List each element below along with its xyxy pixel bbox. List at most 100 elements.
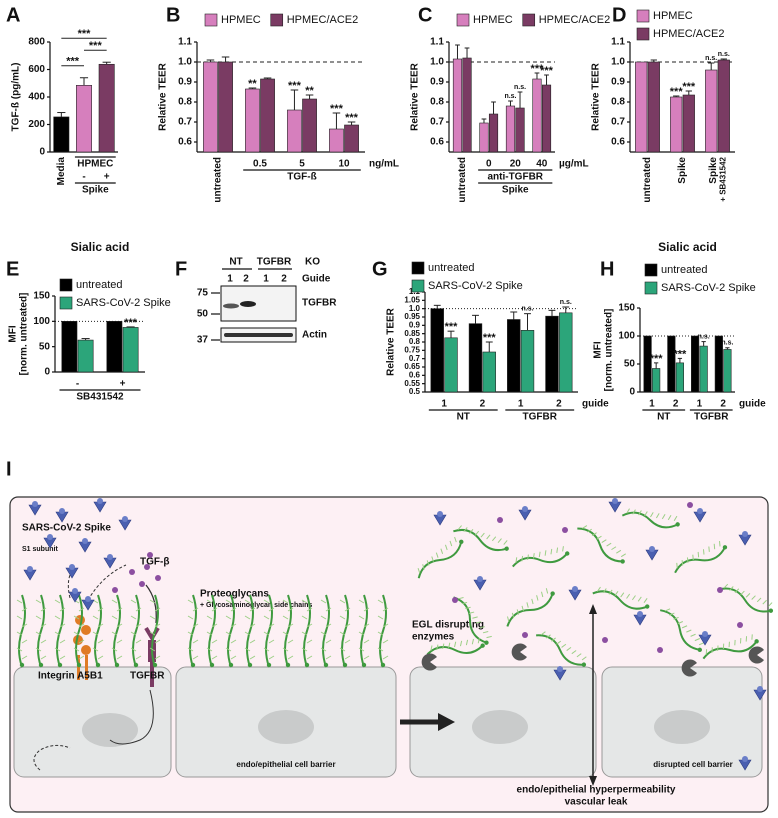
blot-band [240, 301, 256, 307]
spike-head [742, 531, 748, 537]
panel-label: I [6, 458, 12, 480]
y-tick-label: 1.1 [178, 37, 192, 48]
glycan-side-chain [661, 514, 666, 520]
bar [245, 88, 260, 153]
glycan-core [459, 539, 464, 545]
glycan-side-chain [225, 631, 232, 636]
blot-strip [220, 285, 297, 322]
bar [515, 107, 525, 153]
glycan-side-chain [532, 553, 535, 559]
glycan-side-chain [458, 597, 464, 600]
y-tick-label: 1.1 [430, 37, 444, 48]
spike-head [572, 586, 578, 592]
glycan-side-chain [536, 595, 539, 601]
glycan-side-chain [581, 656, 587, 661]
glycan-side-chain [516, 609, 520, 615]
y-tick-label: 0.7 [611, 117, 625, 128]
glycan-side-chain [339, 631, 346, 636]
schematic-panel: I SARS-CoV-2 Spike [6, 458, 774, 813]
significance-label: n.s. [560, 299, 572, 306]
glycan-side-chain [526, 602, 529, 608]
bar [691, 335, 700, 393]
legend-swatch [59, 278, 73, 292]
legend-label: HPMEC [221, 14, 261, 26]
glycan-side-chain [643, 598, 648, 603]
glycan-side-chain [187, 647, 194, 652]
glycan-side-chain [21, 607, 28, 612]
glycan-side-chain [620, 553, 627, 558]
group-label: NT [457, 412, 470, 423]
glycan-side-chain [116, 607, 123, 612]
glycan-side-chain [249, 639, 256, 644]
glycan-side-chain [78, 655, 85, 660]
glycan-side-chain [566, 646, 572, 651]
egl-enzyme [681, 659, 697, 677]
glycan-side-chain [263, 599, 270, 604]
glycan-side-chain [35, 647, 42, 652]
chart-title: Sialic acid [658, 240, 717, 254]
glycan-side-chain [486, 635, 492, 639]
ko-label: KO [305, 257, 320, 268]
tgf-beta [562, 527, 568, 533]
bar [287, 109, 302, 153]
glycan-side-chain [644, 511, 648, 517]
group-label: Spike [82, 185, 109, 196]
significance-label: n.s. [718, 51, 730, 58]
glycan-side-chain [762, 599, 767, 605]
glycan-side-chain [673, 616, 679, 620]
significance-label: *** [445, 321, 459, 333]
glycan-side-chain [538, 551, 541, 558]
guide-number: 2 [281, 274, 287, 285]
nucleus [654, 710, 710, 744]
glycan-strand [660, 609, 700, 651]
x-unit-label: guide [582, 399, 609, 410]
significance-label: n.s. [721, 340, 733, 347]
y-tick-label: 0.6 [409, 370, 421, 379]
glycan-side-chain [550, 548, 553, 555]
x-tick-label: 10 [338, 159, 350, 170]
glycan-side-chain [655, 513, 660, 519]
blot-row-label: Actin [302, 330, 327, 341]
glycan-side-chain [92, 615, 99, 620]
glycan-side-chain [677, 621, 684, 625]
schematic-label: disrupted cell barrier [653, 760, 733, 769]
glycan-side-chain [78, 639, 85, 644]
x-tick-label: - [76, 379, 79, 390]
spike-head [477, 576, 483, 582]
glycan-fragment [674, 541, 728, 574]
glycan-core [38, 662, 44, 668]
legend-swatch [411, 279, 425, 293]
glycan-side-chain [686, 629, 692, 633]
glycan-side-chain [135, 607, 142, 612]
y-axis-label: MFI [8, 325, 19, 342]
glycan-side-chain [54, 599, 61, 604]
glycan-side-chain [344, 655, 351, 660]
receptor-part [144, 626, 160, 642]
glycan-core [504, 546, 509, 551]
glycan-side-chain [211, 607, 218, 612]
x-tick-label: untreated [457, 157, 468, 203]
glycan-side-chain [474, 530, 480, 536]
glycan-strand [536, 634, 584, 666]
glycan-side-chain [562, 546, 564, 552]
legend-swatch [270, 13, 284, 27]
glycan-core [480, 643, 485, 648]
bar [122, 327, 139, 373]
y-tick-label: 1.1 [611, 37, 625, 48]
glycan-strand [592, 590, 648, 610]
glycan-side-chain [54, 615, 61, 620]
schematic-label: + Glycosaminoglycan side chains [200, 602, 312, 609]
glycan-side-chain [301, 631, 308, 636]
glycan-side-chain [544, 550, 547, 556]
bar [479, 122, 489, 153]
significance-label: *** [650, 353, 664, 365]
x-tick-label: 2 [480, 399, 486, 410]
y-tick-label: 100 [618, 331, 635, 342]
schematic-label: TGFBR [130, 671, 165, 682]
glycan-side-chain [111, 647, 118, 652]
y-axis-label: Relative TEER [410, 62, 421, 131]
spike-head [697, 508, 703, 514]
glycan-side-chain [130, 599, 137, 604]
glycan-side-chain [287, 607, 294, 612]
spike-head [649, 546, 655, 552]
